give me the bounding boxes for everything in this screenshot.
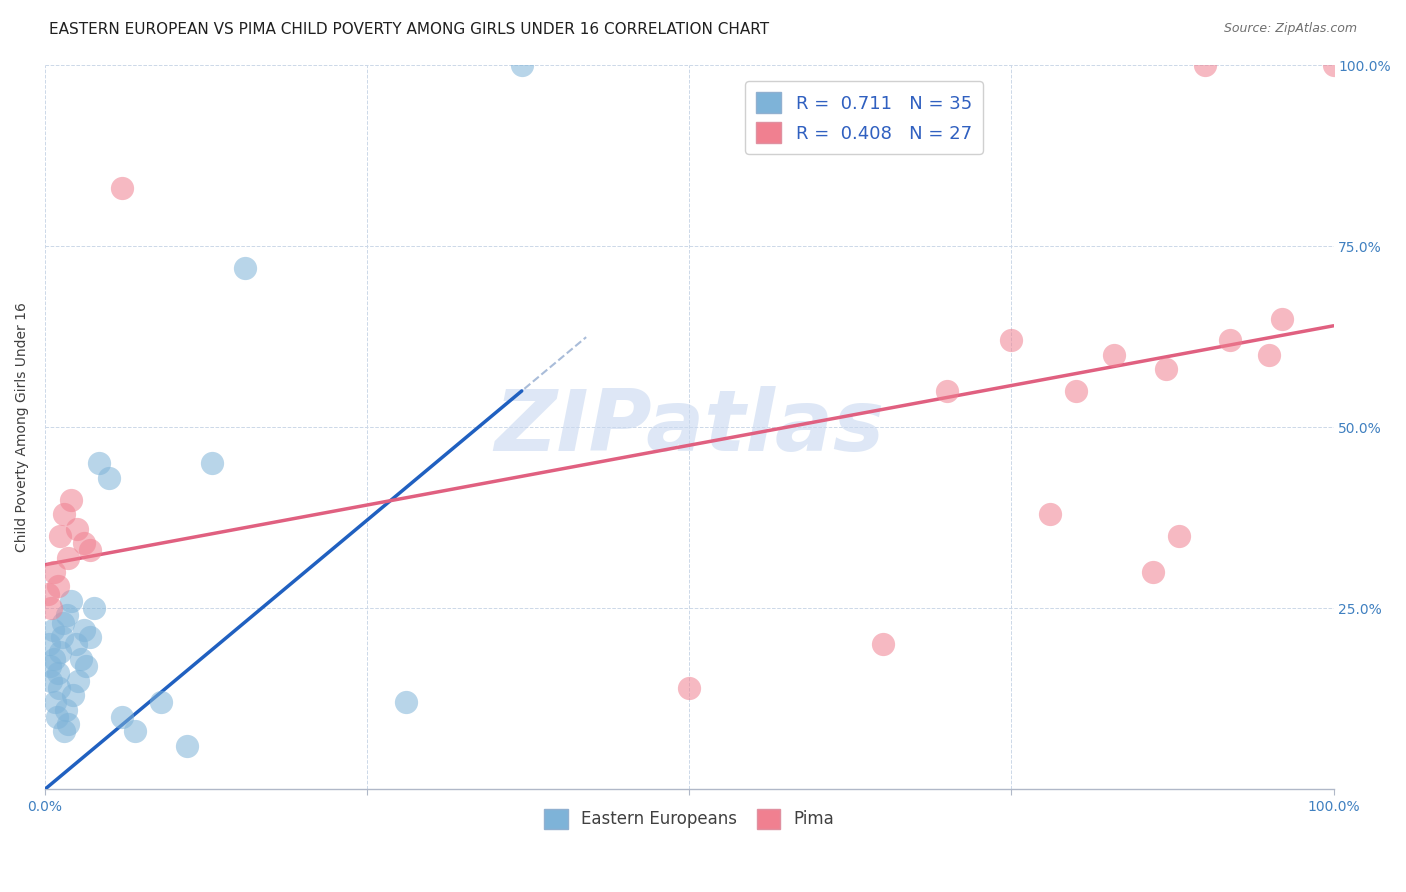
Point	[59, 492, 82, 507]
Point	[56, 717, 79, 731]
Point	[39, 659, 62, 673]
Point	[46, 666, 69, 681]
Point	[56, 608, 79, 623]
Point	[124, 724, 146, 739]
Point	[65, 637, 87, 651]
Point	[233, 260, 256, 275]
Point	[111, 710, 134, 724]
Text: EASTERN EUROPEAN VS PIMA CHILD POVERTY AMONG GIRLS UNDER 16 CORRELATION CHART: EASTERN EUROPEAN VS PIMA CHILD POVERTY A…	[49, 22, 769, 37]
Point	[176, 739, 198, 753]
Point	[42, 565, 65, 579]
Point	[83, 601, 105, 615]
Point	[872, 637, 894, 651]
Point	[1322, 58, 1344, 72]
Point	[66, 522, 89, 536]
Point	[1258, 348, 1281, 362]
Point	[46, 579, 69, 593]
Point	[37, 587, 59, 601]
Point	[678, 681, 700, 695]
Point	[87, 456, 110, 470]
Point	[56, 550, 79, 565]
Point	[53, 724, 76, 739]
Point	[1064, 384, 1087, 398]
Point	[1219, 333, 1241, 347]
Point	[53, 507, 76, 521]
Point	[41, 601, 63, 615]
Point	[1154, 362, 1177, 376]
Point	[1104, 348, 1126, 362]
Point	[510, 58, 533, 72]
Y-axis label: Child Poverty Among Girls Under 16: Child Poverty Among Girls Under 16	[15, 302, 30, 552]
Point	[395, 695, 418, 709]
Point	[41, 673, 63, 688]
Point	[1142, 565, 1164, 579]
Point	[38, 637, 60, 651]
Point	[75, 659, 97, 673]
Point	[45, 710, 67, 724]
Point	[70, 652, 93, 666]
Point	[1167, 529, 1189, 543]
Point	[79, 630, 101, 644]
Text: ZIPatlas: ZIPatlas	[494, 385, 884, 468]
Legend: Eastern Europeans, Pima: Eastern Europeans, Pima	[537, 803, 841, 835]
Point	[62, 688, 84, 702]
Point	[149, 695, 172, 709]
Point	[67, 673, 90, 688]
Point	[49, 529, 72, 543]
Point	[936, 384, 959, 398]
Point	[59, 594, 82, 608]
Point	[44, 695, 66, 709]
Point	[72, 623, 94, 637]
Point	[1039, 507, 1062, 521]
Point	[41, 623, 63, 637]
Text: Source: ZipAtlas.com: Source: ZipAtlas.com	[1223, 22, 1357, 36]
Point	[1271, 311, 1294, 326]
Point	[1194, 58, 1216, 72]
Point	[42, 652, 65, 666]
Point	[49, 645, 72, 659]
Point	[72, 536, 94, 550]
Point	[51, 630, 73, 644]
Point	[79, 543, 101, 558]
Point	[52, 615, 75, 630]
Point	[1000, 333, 1022, 347]
Point	[48, 681, 70, 695]
Point	[201, 456, 224, 470]
Point	[111, 181, 134, 195]
Point	[55, 702, 77, 716]
Point	[98, 471, 121, 485]
